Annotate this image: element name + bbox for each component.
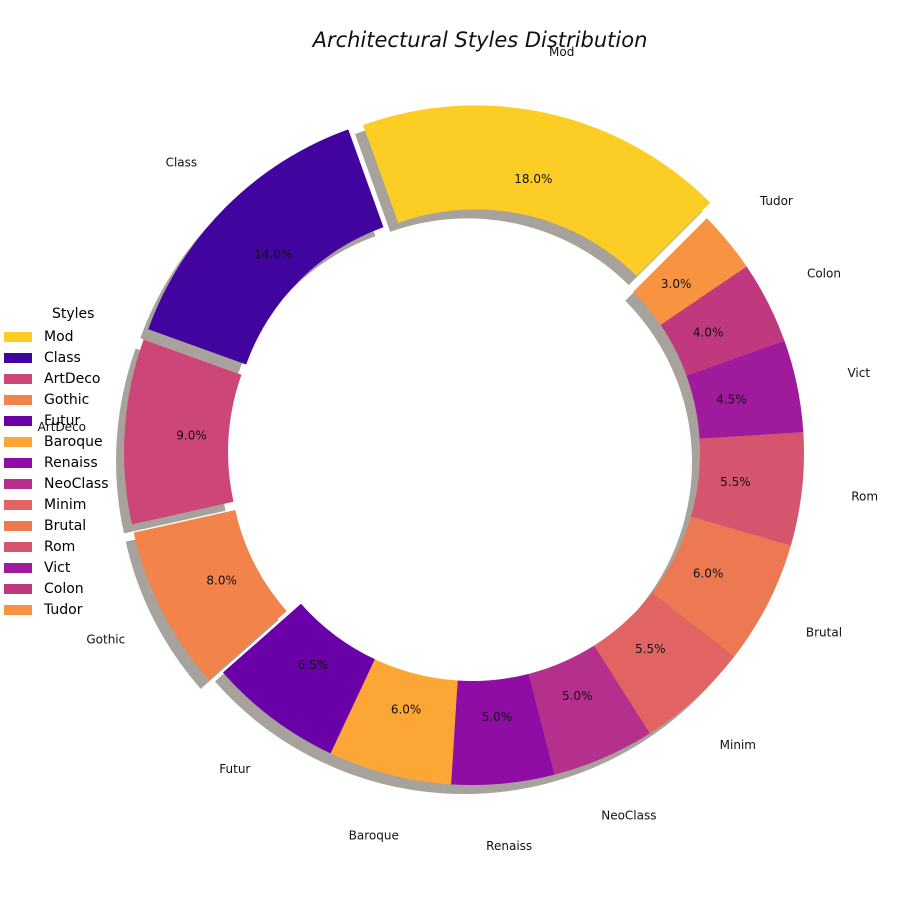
slice-label-rom: Rom bbox=[851, 489, 878, 503]
legend-item-renaiss: Renaiss bbox=[4, 452, 108, 473]
wedge-gothic bbox=[133, 510, 287, 680]
legend-item-neoclass: NeoClass bbox=[4, 473, 108, 494]
slice-label-minim: Minim bbox=[720, 738, 756, 752]
legend-label: Renaiss bbox=[44, 454, 98, 471]
legend-item-minim: Minim bbox=[4, 494, 108, 515]
wedge-brutal bbox=[652, 516, 791, 657]
pct-label-class: 14.0% bbox=[254, 247, 292, 261]
wedge-mod bbox=[363, 105, 711, 277]
legend-swatch bbox=[4, 457, 32, 468]
legend: Styles Mod Class ArtDeco Gothic Futur Baroque… bbox=[4, 306, 108, 620]
legend-item-futur: Futur bbox=[4, 410, 108, 431]
legend-swatch bbox=[4, 604, 32, 615]
slice-label-baroque: Baroque bbox=[349, 829, 399, 843]
legend-swatch bbox=[4, 394, 32, 405]
legend-swatch bbox=[4, 331, 32, 342]
legend-swatch bbox=[4, 499, 32, 510]
legend-label: ArtDeco bbox=[44, 370, 101, 387]
legend-item-gothic: Gothic bbox=[4, 389, 108, 410]
legend-item-baroque: Baroque bbox=[4, 431, 108, 452]
chart-title: Architectural Styles Distribution bbox=[312, 28, 648, 52]
legend-label: Colon bbox=[44, 580, 84, 597]
legend-item-rom: Rom bbox=[4, 536, 108, 557]
legend-item-brutal: Brutal bbox=[4, 515, 108, 536]
legend-label: Vict bbox=[44, 559, 71, 576]
pct-label-mod: 18.0% bbox=[514, 172, 552, 186]
pct-label-brutal: 6.0% bbox=[693, 566, 724, 580]
slice-label-mod: Mod bbox=[549, 45, 574, 59]
wedge-vict bbox=[686, 340, 804, 439]
legend-swatch bbox=[4, 541, 32, 552]
pct-label-tudor: 3.0% bbox=[661, 277, 692, 291]
wedge-minim bbox=[594, 592, 735, 734]
legend-swatch bbox=[4, 478, 32, 489]
wedge-colon bbox=[660, 266, 785, 376]
wedge-rom bbox=[690, 432, 804, 546]
legend-item-artdeco: ArtDeco bbox=[4, 368, 108, 389]
legend-label: NeoClass bbox=[44, 475, 109, 492]
wedge-renaiss bbox=[451, 673, 555, 785]
legend-item-vict: Vict bbox=[4, 557, 108, 578]
legend-label: Rom bbox=[44, 538, 76, 555]
legend-label: Mod bbox=[44, 328, 74, 345]
wedge-futur bbox=[222, 603, 375, 754]
legend-swatch bbox=[4, 436, 32, 447]
wedge-artdeco bbox=[124, 339, 242, 525]
slice-label-vict: Vict bbox=[847, 366, 870, 380]
wedge-baroque bbox=[330, 659, 458, 785]
legend-label: Brutal bbox=[44, 517, 87, 534]
legend-item-mod: Mod bbox=[4, 326, 108, 347]
pct-label-colon: 4.0% bbox=[693, 326, 724, 340]
pct-label-rom: 5.5% bbox=[720, 475, 751, 489]
legend-item-class: Class bbox=[4, 347, 108, 368]
slice-label-futur: Futur bbox=[219, 762, 250, 776]
legend-swatch bbox=[4, 520, 32, 531]
legend-label: Tudor bbox=[44, 601, 83, 618]
slice-label-colon: Colon bbox=[807, 267, 841, 281]
pct-label-vict: 4.5% bbox=[716, 392, 747, 406]
legend-label: Gothic bbox=[44, 391, 90, 408]
slice-label-brutal: Brutal bbox=[806, 625, 842, 639]
pct-label-neoclass: 5.0% bbox=[562, 689, 593, 703]
slice-label-renaiss: Renaiss bbox=[486, 839, 532, 853]
legend-swatch bbox=[4, 352, 32, 363]
legend-swatch bbox=[4, 583, 32, 594]
legend-label: Class bbox=[44, 349, 81, 366]
legend-item-tudor: Tudor bbox=[4, 599, 108, 620]
legend-label: Futur bbox=[44, 412, 81, 429]
legend-label: Minim bbox=[44, 496, 87, 513]
legend-item-colon: Colon bbox=[4, 578, 108, 599]
pct-label-minim: 5.5% bbox=[635, 642, 666, 656]
pct-label-futur: 6.5% bbox=[298, 658, 329, 672]
legend-swatch bbox=[4, 373, 32, 384]
legend-swatch bbox=[4, 415, 32, 426]
slice-label-tudor: Tudor bbox=[759, 194, 793, 208]
slice-label-artdeco: ArtDeco bbox=[38, 420, 86, 434]
legend-title: Styles bbox=[52, 306, 95, 322]
slice-label-neoclass: NeoClass bbox=[601, 809, 656, 823]
legend-label: Baroque bbox=[44, 433, 103, 450]
legend-swatch bbox=[4, 562, 32, 573]
slice-label-gothic: Gothic bbox=[86, 633, 125, 647]
pct-label-renaiss: 5.0% bbox=[482, 710, 513, 724]
pct-label-artdeco: 9.0% bbox=[176, 428, 207, 442]
pct-label-gothic: 8.0% bbox=[206, 574, 237, 588]
wedge-neoclass bbox=[528, 645, 650, 775]
wedge-tudor bbox=[633, 218, 747, 325]
pct-label-baroque: 6.0% bbox=[391, 703, 422, 717]
wedge-class bbox=[148, 129, 384, 365]
slice-label-class: Class bbox=[166, 155, 198, 169]
